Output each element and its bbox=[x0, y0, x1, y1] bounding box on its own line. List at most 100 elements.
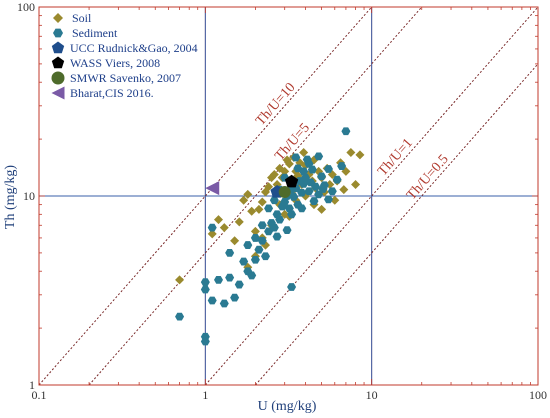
point-sediment bbox=[225, 273, 235, 282]
point-sediment bbox=[341, 127, 351, 136]
point-soil bbox=[355, 150, 365, 160]
point-sediment bbox=[280, 198, 290, 206]
legend-label-ucc-rudnick-gao-2004: UCC Rudnick&Gao, 2004 bbox=[70, 41, 198, 55]
point-smwr-savenko-2007 bbox=[278, 185, 291, 198]
point-sediment bbox=[214, 275, 224, 284]
point-sediment bbox=[287, 210, 297, 219]
point-soil bbox=[351, 180, 361, 190]
point-soil bbox=[257, 197, 267, 207]
point-sediment bbox=[318, 185, 328, 193]
legend-swatch-soil bbox=[53, 13, 63, 23]
ratio-label-3: Th/U=0.5 bbox=[404, 152, 452, 203]
point-sediment bbox=[230, 293, 240, 302]
point-sediment bbox=[264, 227, 274, 236]
point-sediment bbox=[250, 255, 260, 264]
point-sediment bbox=[175, 312, 185, 321]
point-sediment bbox=[247, 271, 257, 280]
point-soil bbox=[254, 204, 264, 214]
point-sediment bbox=[239, 257, 249, 266]
point-sediment bbox=[275, 215, 285, 224]
point-sediment bbox=[287, 283, 297, 291]
ratio-label-0: Th/U=10 bbox=[253, 80, 298, 129]
legend-label-bharat-cis-2016: Bharat,CIS 2016. bbox=[70, 86, 154, 100]
x-axis-title: U (mg/kg) bbox=[258, 399, 317, 414]
point-soil bbox=[207, 229, 217, 239]
point-sediment bbox=[299, 179, 309, 188]
point-sediment bbox=[200, 285, 210, 294]
point-soil bbox=[339, 185, 349, 195]
point-soil bbox=[230, 236, 240, 246]
legend-swatch-sediment bbox=[53, 28, 63, 38]
point-sediment bbox=[293, 164, 303, 173]
y-tick-label: 100 bbox=[17, 0, 35, 14]
point-sediment bbox=[282, 226, 292, 235]
point-sediment bbox=[297, 204, 307, 213]
x-tick-label: 10 bbox=[366, 388, 378, 402]
ratio-line-3 bbox=[255, 63, 539, 386]
point-sediment bbox=[269, 223, 279, 232]
point-sediment bbox=[200, 337, 210, 346]
ratio-reference-lines bbox=[38, 6, 539, 386]
point-wass-viers-2008 bbox=[284, 174, 299, 188]
legend-label-wass-viers-2008: WASS Viers, 2008 bbox=[70, 56, 160, 70]
data-points bbox=[175, 127, 365, 346]
point-soil bbox=[280, 166, 290, 176]
point-soil bbox=[269, 169, 279, 179]
point-sediment bbox=[304, 187, 314, 196]
point-sediment bbox=[323, 195, 333, 204]
point-sediment bbox=[269, 196, 279, 205]
point-soil bbox=[330, 195, 340, 205]
point-soil bbox=[239, 195, 249, 205]
point-sediment bbox=[250, 234, 260, 242]
point-soil bbox=[317, 204, 327, 214]
point-sediment bbox=[306, 178, 316, 187]
legend-swatch-smwr-savenko-2007 bbox=[51, 71, 65, 85]
point-soil bbox=[219, 223, 229, 233]
x-tick-label: 0.1 bbox=[32, 388, 47, 402]
legend-swatch-wass-viers-2008 bbox=[51, 56, 65, 69]
point-sediment bbox=[257, 221, 267, 230]
point-sediment bbox=[207, 223, 217, 232]
legend-label-sediment: Sediment bbox=[72, 26, 118, 40]
point-soil bbox=[243, 189, 253, 199]
point-sediment bbox=[291, 153, 301, 162]
legend-swatch-bharat-cis-2016 bbox=[51, 86, 65, 100]
point-sediment bbox=[225, 248, 235, 257]
y-tick-label: 1 bbox=[29, 378, 35, 392]
point-soil bbox=[299, 147, 309, 157]
legend-swatch-ucc-rudnick-gao-2004 bbox=[51, 41, 65, 54]
point-sediment bbox=[332, 175, 342, 184]
point-sediment bbox=[254, 245, 264, 254]
point-sediment bbox=[207, 296, 217, 305]
point-sediment bbox=[261, 252, 271, 261]
ratio-label-2: Th/U=1 bbox=[375, 136, 416, 179]
point-soil bbox=[214, 215, 224, 225]
point-sediment bbox=[297, 188, 307, 197]
y-tick-label: 10 bbox=[23, 189, 35, 203]
point-soil bbox=[234, 217, 244, 227]
point-sediment bbox=[289, 192, 299, 201]
legend-label-smwr-savenko-2007: SMWR Savenko, 2007 bbox=[70, 71, 181, 85]
point-sediment bbox=[300, 173, 310, 182]
y-axis-title: Th (mg/kg) bbox=[3, 165, 18, 229]
point-sediment bbox=[234, 280, 244, 289]
point-sediment bbox=[309, 197, 319, 205]
point-soil bbox=[250, 226, 260, 236]
point-sediment bbox=[243, 241, 253, 249]
x-tick-label: 100 bbox=[529, 388, 547, 402]
point-sediment bbox=[317, 172, 327, 181]
point-sediment bbox=[327, 187, 337, 196]
point-soil bbox=[284, 159, 294, 169]
legend-label-soil: Soil bbox=[72, 11, 92, 25]
point-soil bbox=[346, 147, 356, 157]
point-sediment bbox=[200, 278, 210, 287]
point-soil bbox=[247, 206, 257, 216]
point-sediment bbox=[337, 162, 347, 170]
point-sediment bbox=[302, 155, 312, 164]
point-sediment bbox=[272, 232, 282, 241]
x-tick-label: 1 bbox=[202, 388, 208, 402]
point-soil bbox=[175, 275, 185, 285]
